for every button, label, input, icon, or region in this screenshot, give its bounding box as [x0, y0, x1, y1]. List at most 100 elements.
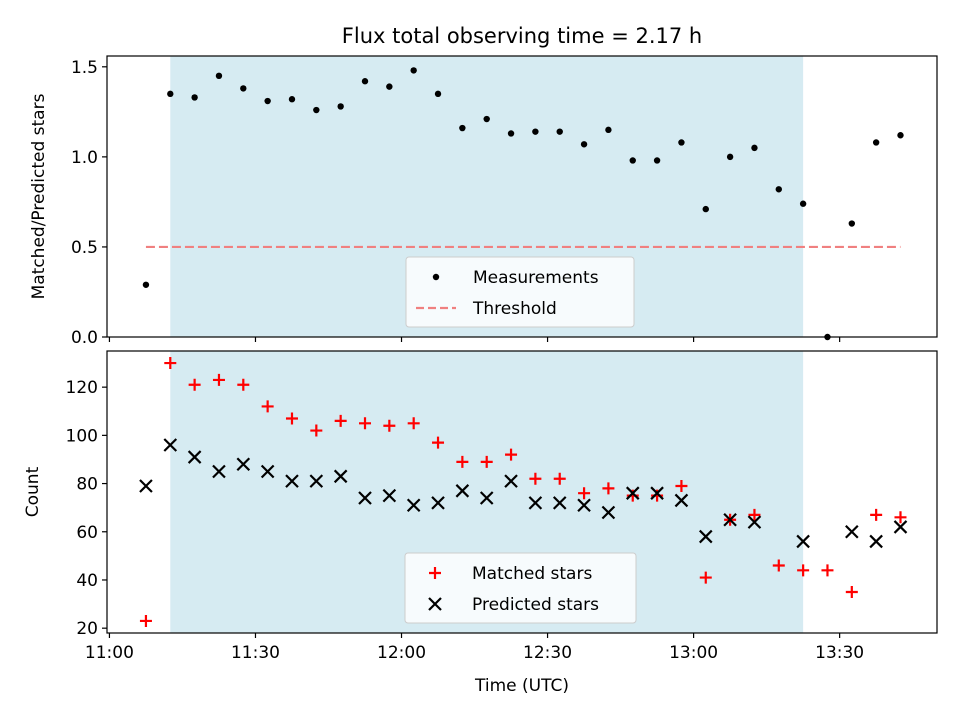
y-tick-label: 40: [76, 571, 98, 591]
measurement-point: [897, 132, 904, 139]
matched-star-point: [359, 417, 372, 430]
matched-star-point: [748, 508, 761, 521]
legend-label: Threshold: [472, 299, 557, 319]
predicted-star-point: [139, 479, 153, 493]
legend: Measurements Threshold: [405, 256, 635, 328]
predicted-star-point: [479, 491, 494, 505]
predicted-star-point: [625, 486, 640, 500]
matched-star-point: [578, 487, 591, 500]
predicted-star-point: [698, 529, 713, 544]
legend-box: [405, 256, 635, 328]
y-tick-label: 0.0: [71, 328, 98, 348]
predicted-star-point: [406, 498, 421, 513]
legend-box: [404, 552, 637, 624]
measurement-point: [872, 139, 880, 146]
predicted-star-point: [285, 474, 299, 488]
predicted-star-point: [528, 496, 543, 510]
predicted-star-point: [504, 474, 518, 488]
predicted-star-point: [212, 464, 226, 479]
x-tick-label: 12:30: [523, 643, 572, 663]
predicted-star-point: [796, 534, 810, 549]
y-tick-label: 1.0: [71, 148, 98, 168]
measurement-point: [264, 97, 271, 105]
measurement-point: [167, 90, 174, 98]
predicted-star-point: [845, 524, 859, 539]
predicted-star-point: [382, 488, 397, 503]
y-tick-label: 0.5: [71, 238, 98, 258]
matched-star-point: [651, 489, 664, 502]
matched-star-point: [310, 424, 323, 437]
predicted-star-point: [601, 505, 616, 520]
measurement-point: [240, 85, 247, 92]
measurement-point: [556, 128, 563, 135]
predicted-star-point: [455, 484, 470, 498]
matched-star-point: [237, 378, 250, 391]
matched-star-point: [870, 508, 883, 521]
axes-frame: [106, 350, 938, 634]
legend-marker-x: [428, 597, 442, 611]
matched-star-point: [212, 373, 225, 386]
predicted-star-point: [552, 496, 567, 510]
x-tick-label: 13:30: [815, 643, 864, 663]
matched-star-point: [602, 482, 615, 495]
y-tick-label: 1.5: [71, 58, 98, 78]
predicted-star-point: [431, 496, 445, 510]
x-tick-label: 13:00: [669, 643, 718, 663]
measurement-point: [678, 139, 685, 146]
predicted-star-point: [163, 438, 178, 452]
matched-star-point: [139, 614, 152, 627]
predicted-star-point: [236, 457, 251, 472]
legend-label: Matched stars: [472, 564, 592, 584]
measurement-point: [191, 94, 198, 101]
top-panel-ratio: 0.0 0.5 1.0 1.5 Matched/Predicted stars Measu…: [29, 55, 938, 348]
predicted-star-point: [187, 450, 202, 464]
matched-star-point: [772, 559, 785, 572]
predicted-star-point: [869, 534, 883, 549]
legend: Matched stars Predicted stars: [404, 552, 637, 624]
predicted-star-point: [747, 515, 762, 529]
matched-star-point: [188, 378, 201, 391]
measurement-point: [337, 103, 344, 110]
legend-marker-dot: [432, 273, 440, 281]
matched-star-point: [407, 417, 420, 430]
predicted-star-point: [577, 498, 591, 513]
measurement-point: [605, 126, 612, 134]
measurement-point: [653, 157, 661, 164]
legend-label: Measurements: [473, 268, 599, 288]
matched-star-point: [894, 511, 907, 524]
x-tick-label: 11:00: [85, 643, 134, 663]
matched-star-point: [821, 564, 834, 577]
measurement-point: [215, 72, 223, 80]
y-tick-label: 20: [76, 619, 98, 639]
matched-star-point: [261, 400, 274, 413]
axes-frame: [106, 55, 938, 338]
matched-star-point: [334, 414, 347, 427]
legend-marker-plus: [429, 567, 441, 579]
predicted-star-point: [309, 474, 324, 488]
matched-star-point: [432, 436, 445, 449]
measurement-point: [751, 144, 758, 152]
measurement-point: [142, 281, 150, 288]
y-tick-label: 80: [76, 475, 98, 495]
matched-star-point: [480, 455, 493, 468]
measurement-point: [799, 200, 807, 207]
x-axis-label: Time (UTC): [474, 676, 569, 696]
matched-star-point: [285, 412, 298, 425]
predicted-star-point: [723, 512, 737, 527]
measurement-point: [848, 220, 856, 227]
measurement-point: [434, 90, 442, 98]
measurement-point: [288, 96, 296, 103]
x-tick-label: 11:30: [231, 643, 280, 663]
measurement-point: [459, 124, 466, 132]
measurement-point: [775, 186, 782, 193]
y-axis-label: Matched/Predicted stars: [29, 93, 49, 299]
matched-star-point: [505, 448, 518, 461]
measurement-point: [483, 115, 490, 123]
matched-star-point: [626, 489, 639, 502]
y-tick-label: 120: [66, 378, 98, 398]
y-tick-label: 60: [76, 523, 98, 543]
measurement-point: [313, 106, 320, 114]
matched-star-point: [456, 455, 469, 468]
bottom-panel-count: 20 40 60 80 100 120 11:00 11:30 12:00 12:30 13:00 1…: [23, 350, 938, 663]
